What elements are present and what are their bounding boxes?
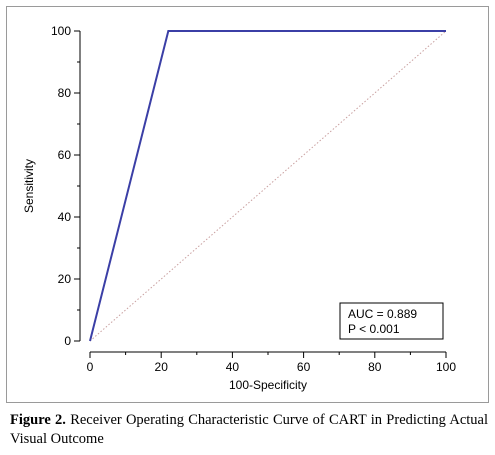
y-tick-label: 0 (64, 334, 71, 348)
x-tick-label: 100 (436, 360, 456, 374)
auc-value: AUC = 0.889 (348, 307, 417, 321)
x-axis-title: 100-Specificity (229, 378, 307, 392)
x-tick-label: 40 (226, 360, 240, 374)
y-tick-label: 40 (58, 210, 72, 224)
x-tick-label: 60 (297, 360, 311, 374)
y-tick-label: 60 (58, 148, 72, 162)
figure-caption-label: Figure 2. (10, 412, 66, 428)
y-tick-label: 20 (58, 272, 72, 286)
y-tick-label: 100 (51, 24, 71, 38)
x-tick-label: 0 (87, 360, 94, 374)
y-tick-label: 80 (58, 86, 72, 100)
auc-annotation-box: AUC = 0.889 P < 0.001 (339, 302, 444, 340)
x-tick-label: 80 (368, 360, 382, 374)
figure-caption-text: Receiver Operating Characteristic Curve … (10, 412, 488, 447)
p-value: P < 0.001 (348, 322, 400, 336)
reference-diagonal-line (89, 30, 447, 342)
figure-caption: Figure 2. Receiver Operating Characteris… (10, 411, 488, 449)
x-tick-label: 20 (155, 360, 169, 374)
roc-chart: 0 20 40 60 80 100 0 20 40 60 80 100 100-Specificity… (22, 24, 456, 392)
y-axis-title: Sensitivity (22, 159, 36, 213)
